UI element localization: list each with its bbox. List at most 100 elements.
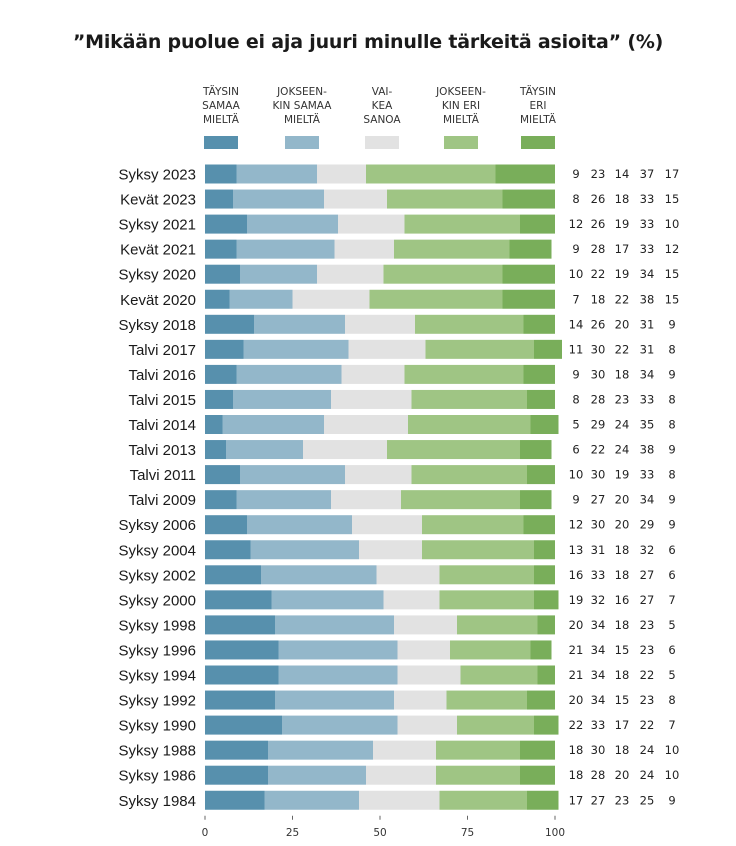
bar-segment xyxy=(292,289,370,309)
bar-segment xyxy=(520,440,552,460)
legend-label-1: TÄYSIN xyxy=(202,85,239,98)
value-label: 27 xyxy=(640,593,655,607)
value-label: 32 xyxy=(591,593,606,607)
value-label: 15 xyxy=(665,192,680,206)
value-label: 34 xyxy=(640,267,655,281)
bar-segment xyxy=(366,765,436,785)
value-label: 8 xyxy=(572,392,579,406)
bar-segment xyxy=(534,540,555,560)
row-label: Kevät 2021 xyxy=(120,242,196,259)
bar-segment xyxy=(404,364,524,384)
bar-segment xyxy=(247,515,352,535)
legend-swatch-3 xyxy=(365,136,399,149)
value-label: 31 xyxy=(640,342,655,356)
value-label: 22 xyxy=(569,718,584,732)
bar-segment xyxy=(264,790,359,810)
value-label: 11 xyxy=(569,342,584,356)
bar-segment xyxy=(205,415,223,434)
value-label: 8 xyxy=(572,192,579,206)
bar-segment xyxy=(205,540,251,560)
legend-label-1: SAMAA xyxy=(202,100,241,112)
legend-label-5: TÄYSIN xyxy=(519,85,556,98)
bar-segment xyxy=(387,189,503,209)
value-label: 31 xyxy=(640,317,655,331)
value-label: 22 xyxy=(591,267,606,281)
bar-segment xyxy=(205,690,275,710)
bar-segment xyxy=(341,364,405,384)
row-label: Kevät 2023 xyxy=(120,192,196,209)
value-label: 9 xyxy=(572,493,579,507)
bar-segment xyxy=(460,665,538,685)
value-label: 20 xyxy=(615,317,630,331)
legend-label-4: MIELTÄ xyxy=(443,113,480,126)
value-label: 6 xyxy=(668,568,675,582)
value-label: 9 xyxy=(668,493,675,507)
row-label: Syksy 1986 xyxy=(118,768,196,785)
legend-label-2: KIN SAMAA xyxy=(273,100,333,112)
value-label: 27 xyxy=(591,493,606,507)
bar-segment xyxy=(457,715,534,735)
legend-label-2: JOKSEEN- xyxy=(276,86,327,98)
row-label: Syksy 2020 xyxy=(118,267,196,284)
value-label: 9 xyxy=(668,367,675,381)
row-label: Syksy 2021 xyxy=(118,217,196,234)
bar-segment xyxy=(205,615,275,635)
bar-segment xyxy=(205,164,237,184)
bar-segment xyxy=(205,565,261,585)
bar-segment xyxy=(523,364,555,384)
legend-label-4: KIN ERI xyxy=(442,100,480,112)
bar-segment xyxy=(324,415,408,434)
row-label: Syksy 2018 xyxy=(118,317,196,334)
value-label: 17 xyxy=(569,793,584,807)
bar-segment xyxy=(345,314,415,334)
bar-segment xyxy=(495,164,555,184)
legend-swatch-1 xyxy=(204,136,238,149)
value-label: 34 xyxy=(640,493,655,507)
value-label: 34 xyxy=(640,367,655,381)
bar-segment xyxy=(331,490,401,510)
row-label: Syksy 2006 xyxy=(118,517,196,534)
bar-segment xyxy=(205,640,279,660)
bar-segment xyxy=(373,740,436,760)
row-label: Syksy 1998 xyxy=(118,617,196,634)
value-label: 9 xyxy=(668,793,675,807)
value-label: 23 xyxy=(640,618,655,632)
bar-segment xyxy=(205,515,247,535)
value-label: 27 xyxy=(640,568,655,582)
value-label: 10 xyxy=(665,768,680,782)
value-label: 28 xyxy=(591,768,606,782)
value-label: 8 xyxy=(668,418,675,432)
bar-segment xyxy=(278,640,398,660)
row-label: Syksy 1994 xyxy=(118,668,196,685)
legend-label-3: KEA xyxy=(372,100,394,112)
value-label: 7 xyxy=(572,292,579,306)
value-label: 25 xyxy=(640,793,655,807)
value-label: 26 xyxy=(591,217,606,231)
value-label: 15 xyxy=(615,693,630,707)
value-label: 19 xyxy=(615,468,630,482)
bar-segment xyxy=(275,615,394,635)
value-label: 20 xyxy=(615,493,630,507)
value-label: 38 xyxy=(640,443,655,457)
bar-segment xyxy=(205,665,279,685)
legend-label-1: MIELTÄ xyxy=(203,113,240,126)
bar-segment xyxy=(236,490,331,510)
bar-segment xyxy=(205,590,272,610)
bar-segment xyxy=(422,540,534,560)
bar-segment xyxy=(520,740,555,760)
bar-segment xyxy=(401,490,520,510)
bar-segment xyxy=(205,490,237,510)
bar-segment xyxy=(205,314,254,334)
bar-segment xyxy=(334,239,394,259)
row-label: Talvi 2017 xyxy=(128,342,196,359)
bar-segment xyxy=(422,515,524,535)
bar-segment xyxy=(352,515,422,535)
row-label: Talvi 2016 xyxy=(128,367,196,384)
value-label: 6 xyxy=(572,443,579,457)
value-label: 33 xyxy=(640,192,655,206)
bar-segment xyxy=(436,765,520,785)
bar-segment xyxy=(534,590,559,610)
bar-segment xyxy=(205,465,240,485)
value-label: 22 xyxy=(615,292,630,306)
bar-segment xyxy=(205,339,244,359)
